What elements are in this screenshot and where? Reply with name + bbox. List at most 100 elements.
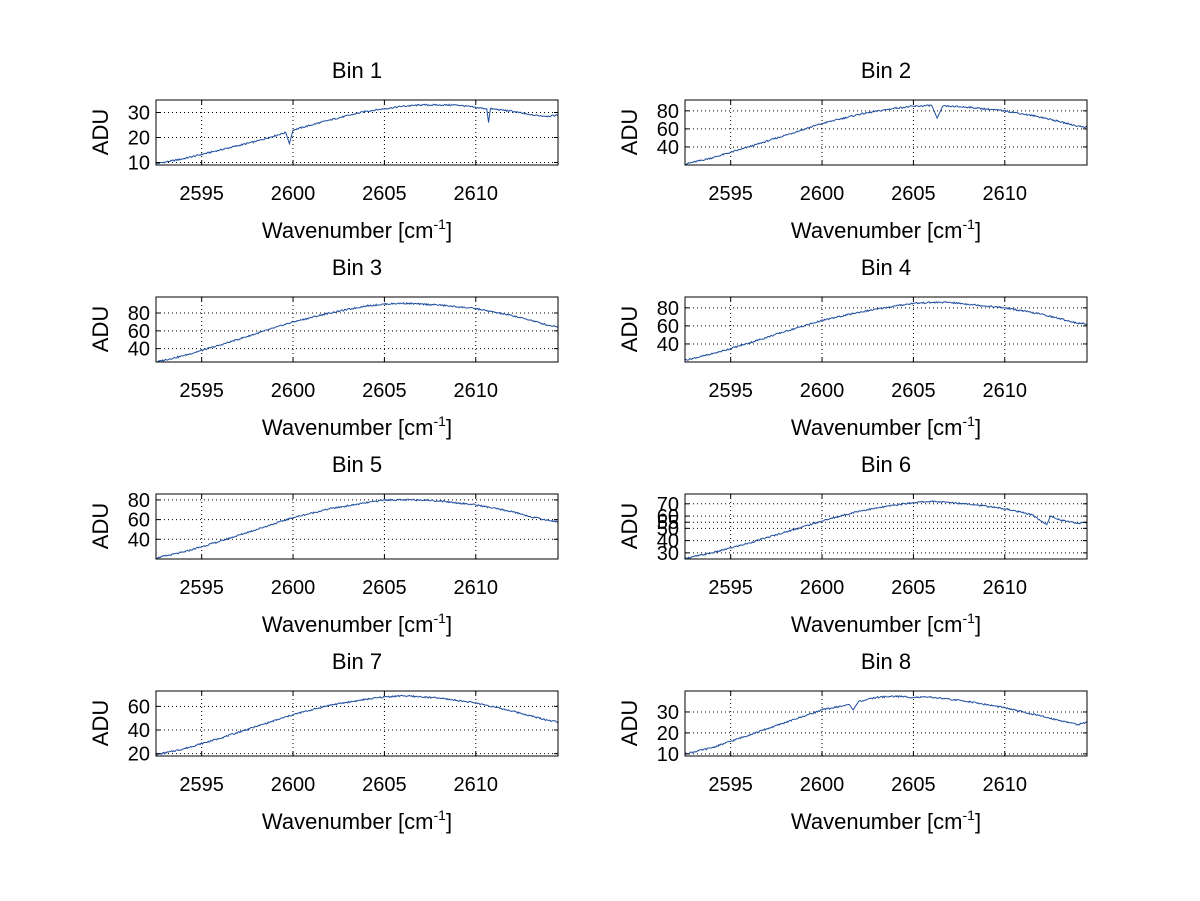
x-tick-label: 2610 <box>454 774 499 796</box>
x-tick-label: 2605 <box>362 774 407 796</box>
y-tick-label: 20 <box>128 128 150 150</box>
axes-frame <box>684 99 1088 166</box>
y-tick-label: 40 <box>128 339 150 361</box>
y-axis-label: ADU <box>617 700 642 746</box>
subplot-title: Bin 5 <box>332 452 382 477</box>
y-tick-label: 30 <box>128 103 150 125</box>
y-axis-label: ADU <box>88 306 113 352</box>
x-tick-label: 2600 <box>800 183 845 205</box>
x-axis-label: Wavenumber [cm-1] <box>791 807 981 834</box>
subplot-bin-7: Bin 7 Wavenumber [cm-1] ADU 2595 2600 2605… <box>88 649 559 834</box>
series-line <box>155 498 559 559</box>
y-tick-label: 60 <box>657 316 679 338</box>
y-tick-label: 40 <box>657 531 679 553</box>
x-tick-label: 2600 <box>800 774 845 796</box>
series-line <box>684 104 1088 166</box>
x-tick-label: 2610 <box>454 380 499 402</box>
y-tick-label: 20 <box>128 744 150 766</box>
x-tick-label: 2605 <box>891 183 936 205</box>
series-line <box>684 500 1088 560</box>
y-tick-label: 10 <box>657 744 679 766</box>
axes-frame <box>684 493 1088 560</box>
y-tick-label: 60 <box>657 119 679 141</box>
y-tick-label: 55 <box>657 512 679 534</box>
series-line <box>155 694 559 756</box>
series-line <box>684 695 1088 755</box>
x-tick-label: 2605 <box>891 577 936 599</box>
y-axis-label: ADU <box>617 109 642 155</box>
y-tick-label: 40 <box>657 137 679 159</box>
x-axis-label: Wavenumber [cm-1] <box>262 807 452 834</box>
y-tick-label: 30 <box>657 702 679 724</box>
x-tick-label: 2610 <box>454 577 499 599</box>
subplot-bin-6: Bin 6 Wavenumber [cm-1] ADU 2595 2600 2605… <box>617 452 1088 637</box>
y-tick-label: 80 <box>128 303 150 325</box>
y-tick-label: 40 <box>128 720 150 742</box>
x-tick-label: 2595 <box>179 183 224 205</box>
axes-frame <box>684 296 1088 363</box>
axes-frame <box>155 690 559 757</box>
subplot-title: Bin 8 <box>861 649 911 674</box>
x-tick-label: 2610 <box>454 183 499 205</box>
subplot-title: Bin 1 <box>332 58 382 83</box>
subplot-bin-1: Bin 1 Wavenumber [cm-1] ADU 2595 2600 2605… <box>88 58 559 243</box>
axes-frame <box>155 493 559 560</box>
y-axis-label: ADU <box>88 503 113 549</box>
series-line <box>684 301 1088 361</box>
x-tick-label: 2610 <box>983 577 1028 599</box>
y-tick-label: 50 <box>657 518 679 540</box>
x-tick-label: 2595 <box>179 577 224 599</box>
x-tick-label: 2605 <box>362 577 407 599</box>
x-tick-label: 2595 <box>179 774 224 796</box>
x-axis-label: Wavenumber [cm-1] <box>791 610 981 637</box>
axes-frame <box>155 296 559 363</box>
y-tick-label: 20 <box>657 723 679 745</box>
axes-frame <box>155 99 559 166</box>
x-axis-label: Wavenumber [cm-1] <box>791 413 981 440</box>
x-tick-label: 2605 <box>362 380 407 402</box>
y-tick-label: 80 <box>657 298 679 320</box>
y-tick-label: 60 <box>128 696 150 718</box>
subplot-bin-4: Bin 4 Wavenumber [cm-1] ADU 2595 2600 2605… <box>617 255 1088 440</box>
x-tick-label: 2595 <box>708 183 753 205</box>
y-tick-label: 60 <box>128 510 150 532</box>
x-tick-label: 2600 <box>271 774 316 796</box>
x-tick-label: 2610 <box>983 380 1028 402</box>
subplot-bin-5: Bin 5 Wavenumber [cm-1] ADU 2595 2600 2605… <box>88 452 559 637</box>
y-tick-label: 10 <box>128 153 150 175</box>
x-tick-label: 2595 <box>708 774 753 796</box>
subplot-title: Bin 4 <box>861 255 911 280</box>
series-line <box>155 103 559 165</box>
x-tick-label: 2600 <box>800 577 845 599</box>
x-tick-label: 2610 <box>983 774 1028 796</box>
y-tick-label: 30 <box>657 543 679 565</box>
y-tick-label: 60 <box>657 506 679 528</box>
subplot-title: Bin 6 <box>861 452 911 477</box>
subplot-bin-2: Bin 2 Wavenumber [cm-1] ADU 2595 2600 2605… <box>617 58 1088 243</box>
series-line <box>155 301 559 363</box>
x-tick-label: 2595 <box>708 380 753 402</box>
y-axis-label: ADU <box>88 700 113 746</box>
subplot-bin-8: Bin 8 Wavenumber [cm-1] ADU 2595 2600 2605… <box>617 649 1088 834</box>
x-tick-label: 2610 <box>983 183 1028 205</box>
x-tick-label: 2595 <box>708 577 753 599</box>
y-tick-label: 60 <box>128 321 150 343</box>
subplot-title: Bin 7 <box>332 649 382 674</box>
y-tick-label: 80 <box>128 490 150 512</box>
x-axis-label: Wavenumber [cm-1] <box>262 610 452 637</box>
x-axis-label: Wavenumber [cm-1] <box>262 216 452 243</box>
y-axis-label: ADU <box>617 306 642 352</box>
subplot-title: Bin 2 <box>861 58 911 83</box>
x-tick-label: 2600 <box>271 577 316 599</box>
x-tick-label: 2605 <box>891 774 936 796</box>
y-tick-label: 80 <box>657 101 679 123</box>
x-tick-label: 2605 <box>891 380 936 402</box>
x-tick-label: 2595 <box>179 380 224 402</box>
y-tick-label: 40 <box>128 529 150 551</box>
x-tick-label: 2600 <box>271 380 316 402</box>
x-tick-label: 2600 <box>271 183 316 205</box>
x-axis-label: Wavenumber [cm-1] <box>791 216 981 243</box>
subplot-title: Bin 3 <box>332 255 382 280</box>
x-tick-label: 2605 <box>362 183 407 205</box>
